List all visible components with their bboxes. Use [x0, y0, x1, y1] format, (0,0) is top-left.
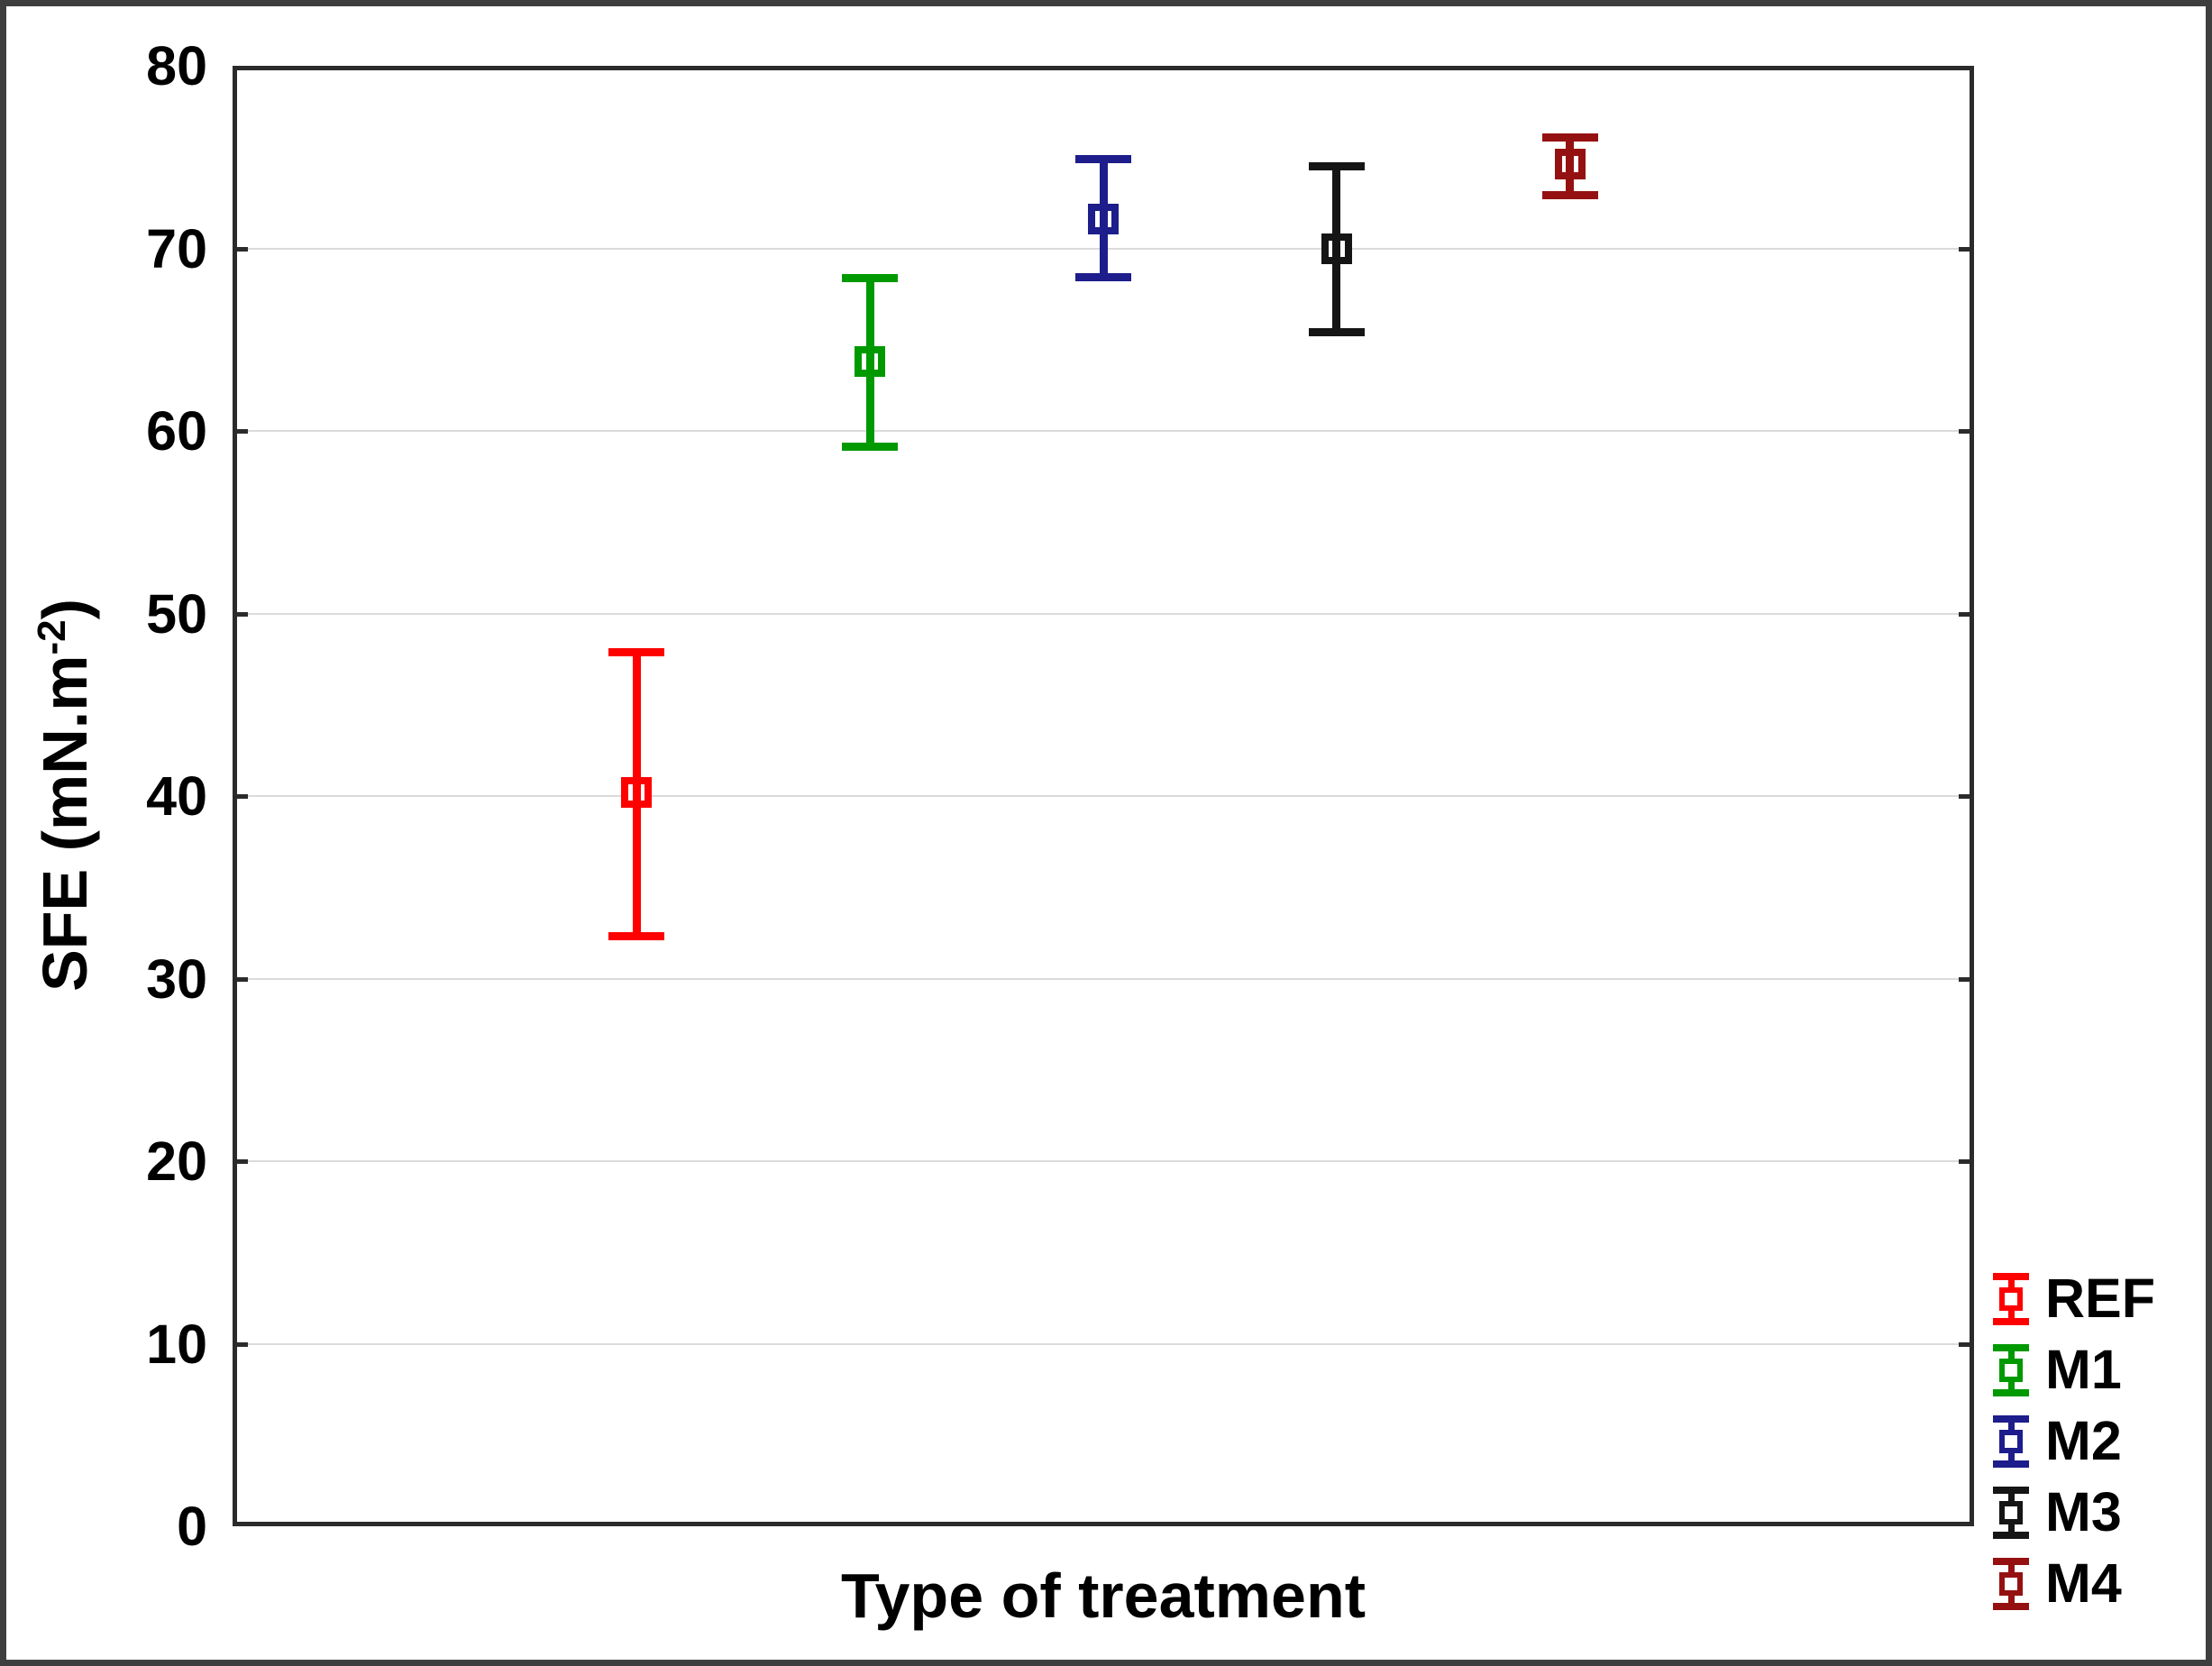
y-axis-title-close: ) — [30, 599, 100, 620]
error-bar-cap-top-REF — [608, 648, 665, 657]
legend-item-m3: M3 — [1990, 1477, 2155, 1548]
y-tick-label-60: 60 — [146, 400, 207, 462]
error-bar-cap-top-M1 — [842, 273, 899, 282]
legend-glyph-square — [1999, 1286, 2023, 1311]
y-tick-label-50: 50 — [146, 582, 207, 645]
error-bar-line-REF — [632, 652, 641, 937]
legend-glyph-square — [1999, 1358, 2023, 1382]
legend-glyph-square — [1999, 1500, 2023, 1524]
legend-glyph-cap-bottom — [1993, 1602, 2029, 1610]
gridline-60 — [233, 430, 1974, 432]
legend-marker-icon-m1 — [1990, 1343, 2032, 1396]
legend: REF M1 M2 M3 M4 — [1990, 1263, 2155, 1619]
legend-item-ref: REF — [1990, 1263, 2155, 1334]
gridline-30 — [233, 977, 1974, 980]
legend-item-label-m4: M4 — [2045, 1552, 2122, 1614]
y-tick-label-30: 30 — [146, 947, 207, 1010]
legend-glyph-cap-top — [1993, 1343, 2029, 1351]
error-bar-line-M1 — [865, 277, 874, 448]
y-tick-left-40 — [233, 794, 248, 799]
gridline-20 — [233, 1160, 1974, 1162]
y-tick-left-60 — [233, 429, 248, 434]
error-bar-line-M2 — [1099, 159, 1108, 278]
y-tick-right-70 — [1959, 246, 1974, 252]
legend-item-m2: M2 — [1990, 1405, 2155, 1477]
legend-glyph-cap-top — [1993, 1557, 2029, 1565]
gridline-50 — [233, 612, 1974, 615]
y-tick-left-10 — [233, 1341, 248, 1347]
legend-item-label-m2: M2 — [2045, 1410, 2122, 1471]
y-tick-label-40: 40 — [146, 765, 207, 827]
legend-item-m4: M4 — [1990, 1548, 2155, 1619]
error-bar-line-M3 — [1332, 166, 1341, 333]
y-tick-label-0: 0 — [177, 1496, 207, 1557]
y-tick-right-60 — [1959, 429, 1974, 434]
y-tick-right-50 — [1959, 611, 1974, 617]
legend-glyph-cap-bottom — [1993, 1460, 2029, 1468]
gridline-10 — [233, 1342, 1974, 1345]
legend-marker-icon-m3 — [1990, 1486, 2032, 1539]
legend-item-label-ref: REF — [2045, 1268, 2155, 1329]
error-bar-cap-bottom-M4 — [1541, 190, 1598, 199]
legend-marker-icon-m4 — [1990, 1557, 2032, 1610]
legend-marker-icon-m2 — [1990, 1414, 2032, 1468]
legend-glyph-cap-bottom — [1993, 1317, 2029, 1325]
y-tick-label-20: 20 — [146, 1130, 207, 1192]
legend-glyph-square — [1999, 1429, 2023, 1453]
y-tick-left-50 — [233, 611, 248, 617]
legend-glyph-cap-bottom — [1993, 1388, 2029, 1396]
error-bar-cap-top-M2 — [1075, 155, 1131, 164]
error-bar-line-M4 — [1566, 136, 1575, 196]
legend-glyph-square — [1999, 1571, 2023, 1596]
x-axis-title: Type of treatment — [840, 1561, 1367, 1631]
error-bar-cap-top-M4 — [1541, 133, 1598, 142]
y-tick-right-40 — [1959, 794, 1974, 799]
error-bar-cap-bottom-REF — [608, 931, 665, 940]
gridline-40 — [233, 795, 1974, 797]
y-tick-right-20 — [1959, 1159, 1974, 1164]
y-tick-label-10: 10 — [146, 1313, 207, 1375]
legend-item-label-m1: M1 — [2045, 1339, 2122, 1400]
error-bar-cap-top-M3 — [1308, 162, 1365, 171]
y-axis-title: SFE (mN.m-2) — [29, 344, 101, 1246]
legend-marker-icon-ref — [1990, 1272, 2032, 1325]
plot-area — [233, 66, 1974, 1526]
y-tick-left-30 — [233, 976, 248, 982]
legend-item-label-m3: M3 — [2045, 1481, 2122, 1542]
y-tick-label-80: 80 — [146, 35, 207, 96]
y-axis-title-superscript: -2 — [29, 619, 74, 655]
error-bar-cap-bottom-M3 — [1308, 327, 1365, 336]
y-tick-left-20 — [233, 1159, 248, 1164]
legend-glyph-cap-top — [1993, 1414, 2029, 1423]
y-tick-left-70 — [233, 246, 248, 252]
y-tick-right-10 — [1959, 1341, 1974, 1347]
legend-glyph-cap-bottom — [1993, 1531, 2029, 1539]
y-axis-title-main: SFE (mN.m — [30, 654, 100, 992]
error-bar-cap-bottom-M2 — [1075, 272, 1131, 281]
error-bar-cap-bottom-M1 — [842, 443, 899, 452]
legend-glyph-cap-top — [1993, 1486, 2029, 1494]
y-tick-label-70: 70 — [146, 217, 207, 279]
legend-glyph-cap-top — [1993, 1272, 2029, 1280]
legend-item-m1: M1 — [1990, 1334, 2155, 1405]
y-tick-right-30 — [1959, 976, 1974, 982]
